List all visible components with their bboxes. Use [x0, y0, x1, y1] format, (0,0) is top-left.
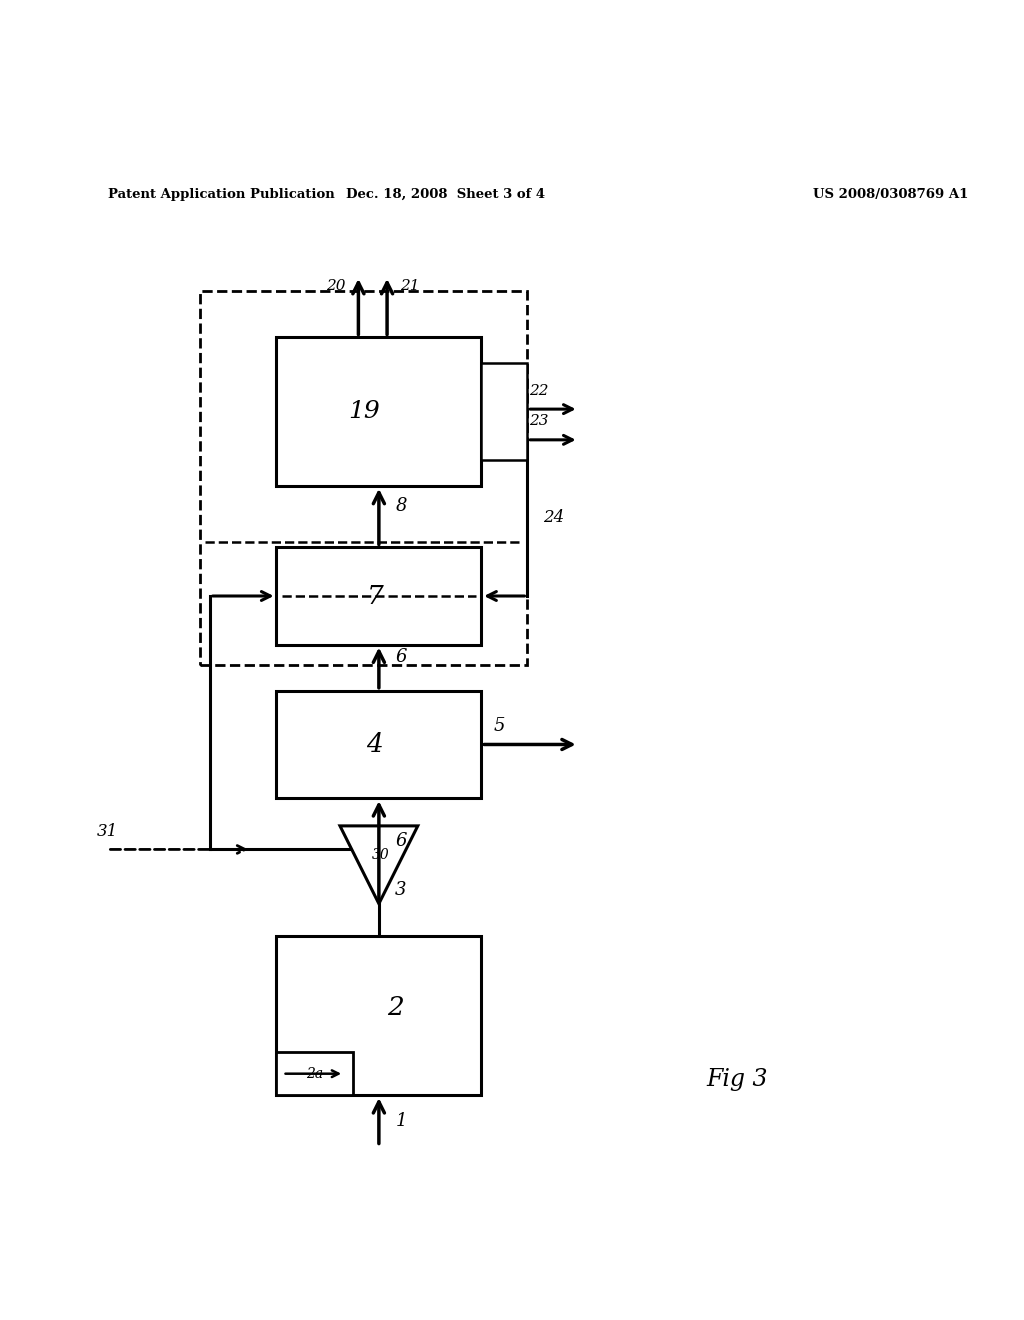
Text: 6: 6 — [395, 832, 407, 850]
Bar — [276, 690, 481, 799]
Text: Fig 3: Fig 3 — [707, 1068, 768, 1092]
Text: 19: 19 — [348, 400, 381, 424]
Text: 31: 31 — [97, 822, 119, 840]
Text: 2: 2 — [387, 995, 403, 1020]
Text: US 2008/0308769 A1: US 2008/0308769 A1 — [813, 187, 969, 201]
Text: 23: 23 — [529, 414, 549, 429]
Text: 20: 20 — [326, 280, 346, 293]
Text: 24: 24 — [543, 510, 564, 527]
Text: 8: 8 — [395, 498, 407, 515]
Text: Patent Application Publication: Patent Application Publication — [108, 187, 334, 201]
Text: 4: 4 — [367, 733, 383, 756]
Text: 2a: 2a — [306, 1067, 324, 1081]
Bar — [481, 363, 527, 461]
Bar — [200, 292, 527, 665]
Text: Dec. 18, 2008  Sheet 3 of 4: Dec. 18, 2008 Sheet 3 of 4 — [346, 187, 545, 201]
Text: 1: 1 — [395, 1111, 407, 1130]
Polygon shape — [340, 826, 418, 904]
Bar — [276, 338, 481, 486]
Bar — [276, 936, 481, 1096]
Text: 6: 6 — [395, 648, 407, 667]
Text: 3: 3 — [395, 882, 407, 899]
Text: 30: 30 — [372, 847, 390, 862]
Text: 22: 22 — [529, 384, 549, 397]
Bar — [276, 1052, 353, 1096]
Text: 21: 21 — [399, 280, 420, 293]
Text: 5: 5 — [494, 717, 505, 735]
Text: 7: 7 — [367, 583, 383, 609]
Bar — [276, 548, 481, 644]
